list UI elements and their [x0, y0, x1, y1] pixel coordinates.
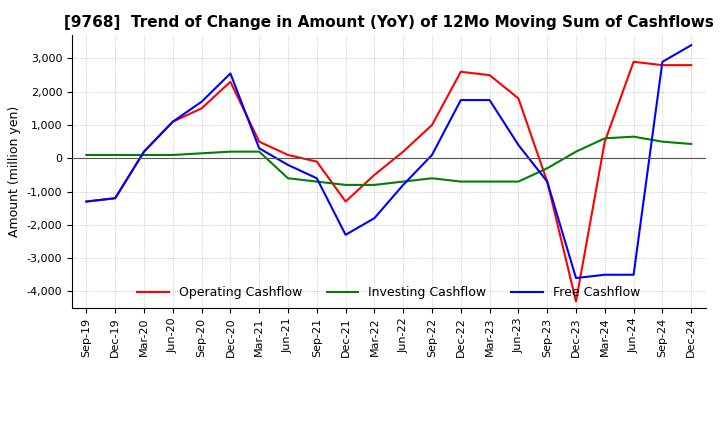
Operating Cashflow: [456, 69, 465, 74]
Free Cashflow: [485, 97, 494, 103]
Investing Cashflow: [140, 152, 148, 158]
Investing Cashflow: [370, 182, 379, 187]
Operating Cashflow: [399, 149, 408, 154]
Investing Cashflow: [255, 149, 264, 154]
Line: Investing Cashflow: Investing Cashflow: [86, 137, 691, 185]
Investing Cashflow: [687, 141, 696, 147]
Investing Cashflow: [572, 149, 580, 154]
Operating Cashflow: [312, 159, 321, 164]
Operating Cashflow: [629, 59, 638, 64]
Free Cashflow: [197, 99, 206, 104]
Operating Cashflow: [485, 73, 494, 78]
Free Cashflow: [341, 232, 350, 238]
Free Cashflow: [687, 43, 696, 48]
Legend: Operating Cashflow, Investing Cashflow, Free Cashflow: Operating Cashflow, Investing Cashflow, …: [132, 282, 645, 304]
Operating Cashflow: [82, 199, 91, 204]
Investing Cashflow: [168, 152, 177, 158]
Operating Cashflow: [687, 62, 696, 68]
Free Cashflow: [456, 97, 465, 103]
Investing Cashflow: [600, 136, 609, 141]
Operating Cashflow: [572, 299, 580, 304]
Investing Cashflow: [456, 179, 465, 184]
Investing Cashflow: [111, 152, 120, 158]
Investing Cashflow: [341, 182, 350, 187]
Operating Cashflow: [341, 199, 350, 204]
Free Cashflow: [572, 275, 580, 281]
Free Cashflow: [226, 71, 235, 76]
Operating Cashflow: [370, 172, 379, 178]
Free Cashflow: [140, 149, 148, 154]
Investing Cashflow: [629, 134, 638, 139]
Operating Cashflow: [543, 179, 552, 184]
Operating Cashflow: [284, 152, 292, 158]
Free Cashflow: [168, 119, 177, 125]
Investing Cashflow: [485, 179, 494, 184]
Title: [9768]  Trend of Change in Amount (YoY) of 12Mo Moving Sum of Cashflows: [9768] Trend of Change in Amount (YoY) o…: [64, 15, 714, 30]
Free Cashflow: [428, 152, 436, 158]
Operating Cashflow: [168, 119, 177, 125]
Operating Cashflow: [428, 122, 436, 128]
Y-axis label: Amount (million yen): Amount (million yen): [8, 106, 21, 237]
Investing Cashflow: [428, 176, 436, 181]
Free Cashflow: [370, 216, 379, 221]
Investing Cashflow: [226, 149, 235, 154]
Investing Cashflow: [312, 179, 321, 184]
Operating Cashflow: [140, 149, 148, 154]
Operating Cashflow: [197, 106, 206, 111]
Investing Cashflow: [514, 179, 523, 184]
Free Cashflow: [111, 195, 120, 201]
Line: Operating Cashflow: Operating Cashflow: [86, 62, 691, 301]
Investing Cashflow: [197, 150, 206, 156]
Free Cashflow: [312, 176, 321, 181]
Investing Cashflow: [82, 152, 91, 158]
Free Cashflow: [658, 59, 667, 64]
Free Cashflow: [284, 162, 292, 168]
Free Cashflow: [543, 179, 552, 184]
Operating Cashflow: [111, 195, 120, 201]
Operating Cashflow: [255, 139, 264, 144]
Operating Cashflow: [226, 79, 235, 84]
Free Cashflow: [629, 272, 638, 277]
Investing Cashflow: [399, 179, 408, 184]
Free Cashflow: [255, 146, 264, 151]
Free Cashflow: [514, 143, 523, 148]
Investing Cashflow: [543, 165, 552, 171]
Free Cashflow: [82, 199, 91, 204]
Line: Free Cashflow: Free Cashflow: [86, 45, 691, 278]
Operating Cashflow: [658, 62, 667, 68]
Operating Cashflow: [514, 96, 523, 101]
Operating Cashflow: [600, 139, 609, 144]
Free Cashflow: [600, 272, 609, 277]
Free Cashflow: [399, 182, 408, 187]
Investing Cashflow: [284, 176, 292, 181]
Investing Cashflow: [658, 139, 667, 144]
